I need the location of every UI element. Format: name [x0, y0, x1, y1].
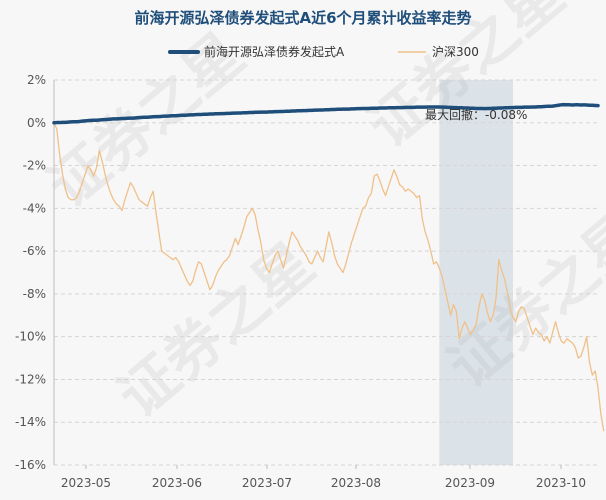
x-tick-label: 2023-05 — [61, 476, 111, 490]
chart-title: 前海开源弘泽债券发起式A近6个月累计收益率走势 — [134, 9, 471, 27]
y-tick-label: -12% — [15, 372, 46, 386]
x-tick-label: 2023-08 — [331, 476, 381, 490]
x-tick-label: 2023-07 — [242, 476, 292, 490]
watermark-text: 证券之星 — [105, 229, 326, 430]
y-tick-label: -8% — [23, 287, 46, 301]
y-tick-label: -14% — [15, 415, 46, 429]
legend-index-label: 沪深300 — [432, 45, 479, 59]
y-tick-label: -16% — [15, 458, 46, 472]
max-drawdown-band — [439, 80, 513, 465]
x-tick-label: 2023-10 — [536, 476, 586, 490]
legend: 前海开源弘泽债券发起式A 沪深300 — [168, 44, 479, 59]
y-axis-ticks: 2% 0% -2% -4% -6% -8% -10% -12% -14% -16% — [15, 73, 46, 472]
y-tick-label: 2% — [27, 73, 46, 87]
x-axis-ticks: 2023-05 2023-06 2023-07 2023-08 2023-09 2023-… — [61, 465, 586, 490]
y-tick-label: 0% — [27, 116, 46, 130]
max-drawdown-label: 最大回撤：-0.08% — [425, 107, 527, 122]
series-line-fund — [52, 102, 600, 125]
legend-fund-label: 前海开源弘泽债券发起式A — [204, 44, 345, 59]
y-tick-label: -2% — [23, 159, 46, 173]
x-tick-label: 2023-06 — [152, 476, 202, 490]
gridlines — [53, 79, 598, 466]
y-tick-label: -6% — [23, 244, 46, 258]
series-line-index — [53, 122, 605, 432]
y-tick-label: -4% — [23, 201, 46, 215]
series-lines — [52, 102, 605, 432]
x-tick-label: 2023-09 — [445, 476, 495, 490]
y-tick-label: -10% — [15, 330, 46, 344]
